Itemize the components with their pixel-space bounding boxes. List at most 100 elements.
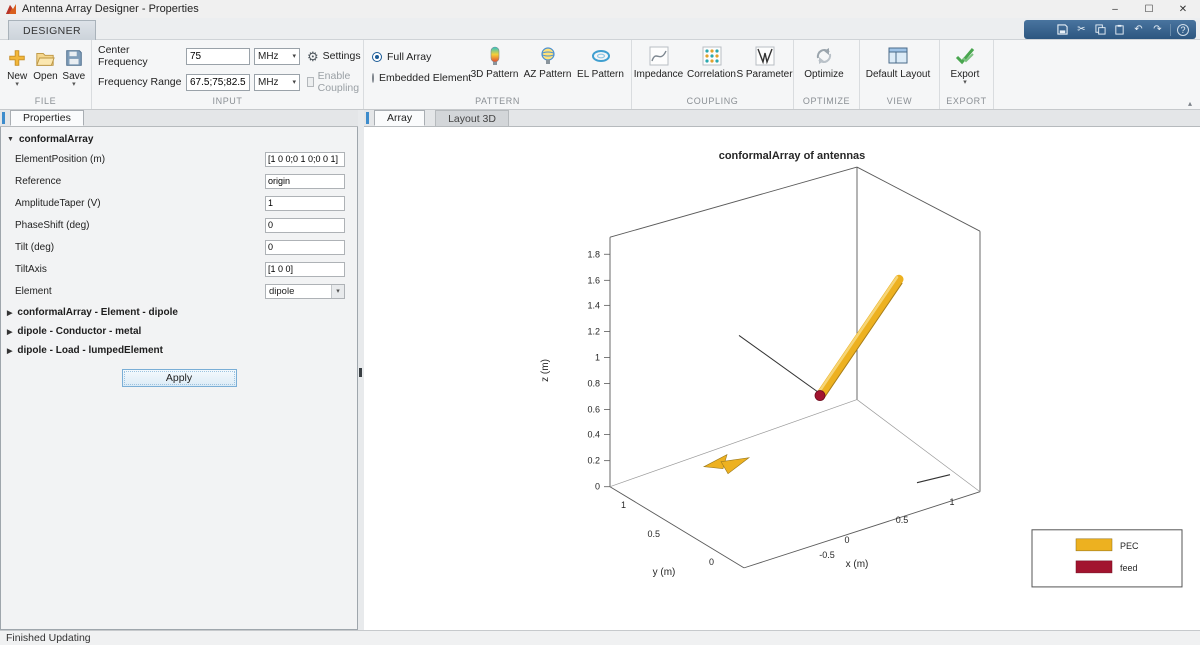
tab-properties[interactable]: Properties xyxy=(10,110,84,126)
center-frequency-unit-select[interactable]: MHz ▾ xyxy=(254,47,300,65)
window-controls: – ☐ ✕ xyxy=(1098,0,1200,18)
main-area: Properties ▼ conformalArray ElementPosit… xyxy=(0,110,1200,630)
tilt-input[interactable] xyxy=(265,239,345,255)
element-position-input[interactable] xyxy=(265,151,345,167)
undo-icon[interactable]: ↶ xyxy=(1134,24,1143,35)
radio-unselected-icon xyxy=(372,73,374,83)
s-parameter-label: S Parameter xyxy=(736,69,793,80)
legend-label-pec: PEC xyxy=(1120,541,1139,551)
property-row: Tilt (deg) xyxy=(1,236,357,258)
reference-input[interactable] xyxy=(265,173,345,189)
settings-button[interactable]: ⚙ Settings xyxy=(304,49,365,64)
phase-shift-input[interactable] xyxy=(265,217,345,233)
center-frequency-label: Center Frequency xyxy=(98,44,148,68)
svg-text:0: 0 xyxy=(844,535,849,545)
tab-array[interactable]: Array xyxy=(374,110,426,126)
enable-coupling-checkbox[interactable] xyxy=(307,77,314,87)
cut-icon[interactable]: ✂ xyxy=(1077,24,1086,35)
copy-icon[interactable] xyxy=(1094,23,1107,36)
el-pattern-label: EL Pattern xyxy=(577,69,624,80)
help-icon[interactable]: ? xyxy=(1177,23,1189,36)
amplitude-taper-input[interactable] xyxy=(265,195,345,211)
collapse-ribbon-icon[interactable]: ▴ xyxy=(1187,99,1192,108)
chevron-down-icon: ▾ xyxy=(331,284,344,298)
embedded-element-label: Embedded Element xyxy=(379,72,472,84)
statusbar: Finished Updating xyxy=(0,630,1200,645)
svg-text:1: 1 xyxy=(595,352,600,362)
svg-text:0: 0 xyxy=(709,557,714,567)
save-quick-icon[interactable] xyxy=(1056,23,1069,36)
frequency-range-input[interactable] xyxy=(186,73,250,91)
svg-text:0.5: 0.5 xyxy=(896,515,909,525)
array-3d-plot[interactable]: conformalArray of antennas xyxy=(364,127,1200,630)
frequency-range-label: Frequency Range xyxy=(98,76,182,88)
save-icon xyxy=(64,45,84,70)
impedance-button[interactable]: Impedance xyxy=(632,40,685,95)
paste-icon[interactable] xyxy=(1113,23,1126,36)
status-text: Finished Updating xyxy=(6,632,91,644)
plot-legend[interactable]: PEC feed xyxy=(1031,529,1183,588)
center-frequency-input[interactable] xyxy=(186,47,250,65)
frequency-range-unit-select[interactable]: MHz ▾ xyxy=(254,73,300,91)
minimize-button[interactable]: – xyxy=(1112,3,1118,15)
ribbon-section-view: Default Layout VIEW xyxy=(860,40,940,109)
dipole-element-pec xyxy=(815,274,904,401)
maximize-button[interactable]: ☐ xyxy=(1144,3,1154,15)
export-button[interactable]: Export ▾ xyxy=(940,40,990,95)
group-header-conductor-metal[interactable]: ▶ dipole - Conductor - metal xyxy=(1,321,357,340)
export-check-icon xyxy=(954,43,976,68)
apply-button[interactable]: Apply xyxy=(121,369,237,387)
element-select[interactable]: dipole ▾ xyxy=(265,283,345,299)
default-layout-button[interactable]: Default Layout xyxy=(860,40,936,95)
save-button[interactable]: Save ▾ xyxy=(61,42,87,93)
section-label-file: FILE xyxy=(34,96,57,106)
s-parameter-button[interactable]: S Parameter xyxy=(736,40,793,95)
legend-label-feed: feed xyxy=(1120,563,1138,573)
property-row: TiltAxis xyxy=(1,258,357,280)
close-button[interactable]: ✕ xyxy=(1178,3,1188,15)
tab-layout-3d[interactable]: Layout 3D xyxy=(435,110,509,126)
tilt-label: Tilt (deg) xyxy=(15,241,55,253)
svg-text:0.8: 0.8 xyxy=(587,379,600,389)
settings-label: Settings xyxy=(322,50,361,62)
embedded-element-radio[interactable]: Embedded Element xyxy=(372,72,472,84)
tab-designer[interactable]: DESIGNER xyxy=(8,20,97,40)
open-label: Open xyxy=(33,71,58,82)
group-header-conformalarray[interactable]: ▼ conformalArray xyxy=(1,129,357,148)
el-pattern-button[interactable]: EL Pattern xyxy=(574,40,627,95)
element-label: Element xyxy=(15,285,52,297)
group-header-element-dipole[interactable]: ▶ conformalArray - Element - dipole xyxy=(1,302,357,321)
new-button[interactable]: New ▾ xyxy=(4,42,30,93)
redo-icon[interactable]: ↷ xyxy=(1153,24,1162,35)
new-label: New xyxy=(7,71,28,82)
az-pattern-button[interactable]: AZ Pattern xyxy=(521,40,574,95)
tilt-axis-input[interactable] xyxy=(265,261,345,277)
group-header-load-lumpedelement[interactable]: ▶ dipole - Load - lumpedElement xyxy=(1,340,357,359)
open-icon xyxy=(35,45,56,70)
full-array-radio[interactable]: Full Array xyxy=(372,51,468,63)
panel-splitter[interactable] xyxy=(358,110,364,630)
x-axis-label: x (m) xyxy=(846,559,869,570)
default-layout-label: Default Layout xyxy=(865,69,931,80)
optimize-button[interactable]: Optimize xyxy=(794,40,854,95)
feed-point xyxy=(814,390,826,401)
group-header-label: conformalArray xyxy=(18,134,94,145)
properties-panel: Properties ▼ conformalArray ElementPosit… xyxy=(0,110,358,630)
phase-shift-label: PhaseShift (deg) xyxy=(15,219,90,231)
dipole-shade xyxy=(822,282,903,401)
plot-title: conformalArray of antennas xyxy=(719,150,866,162)
dipole-element-far xyxy=(916,474,951,484)
az-pattern-label: AZ Pattern xyxy=(523,69,572,80)
chevron-down-icon: ▾ xyxy=(292,79,296,86)
save-dropdown-icon: ▾ xyxy=(72,81,76,88)
pattern-3d-button[interactable]: 3D Pattern xyxy=(468,40,521,95)
export-dropdown-icon: ▾ xyxy=(963,79,967,86)
open-button[interactable]: Open ▾ xyxy=(32,42,58,93)
property-row: Element dipole ▾ xyxy=(1,280,357,302)
correlation-button[interactable]: Correlation xyxy=(685,40,738,95)
enable-coupling-control: Enable Coupling xyxy=(304,69,365,95)
plot-panel: Array Layout 3D conformalArray of antenn… xyxy=(364,110,1200,630)
collapsed-icon: ▶ xyxy=(7,328,13,336)
toolbar-separator xyxy=(1170,23,1171,36)
ribbon-tab-row: DESIGNER ✂ ↶ ↷ ? xyxy=(0,18,1200,40)
